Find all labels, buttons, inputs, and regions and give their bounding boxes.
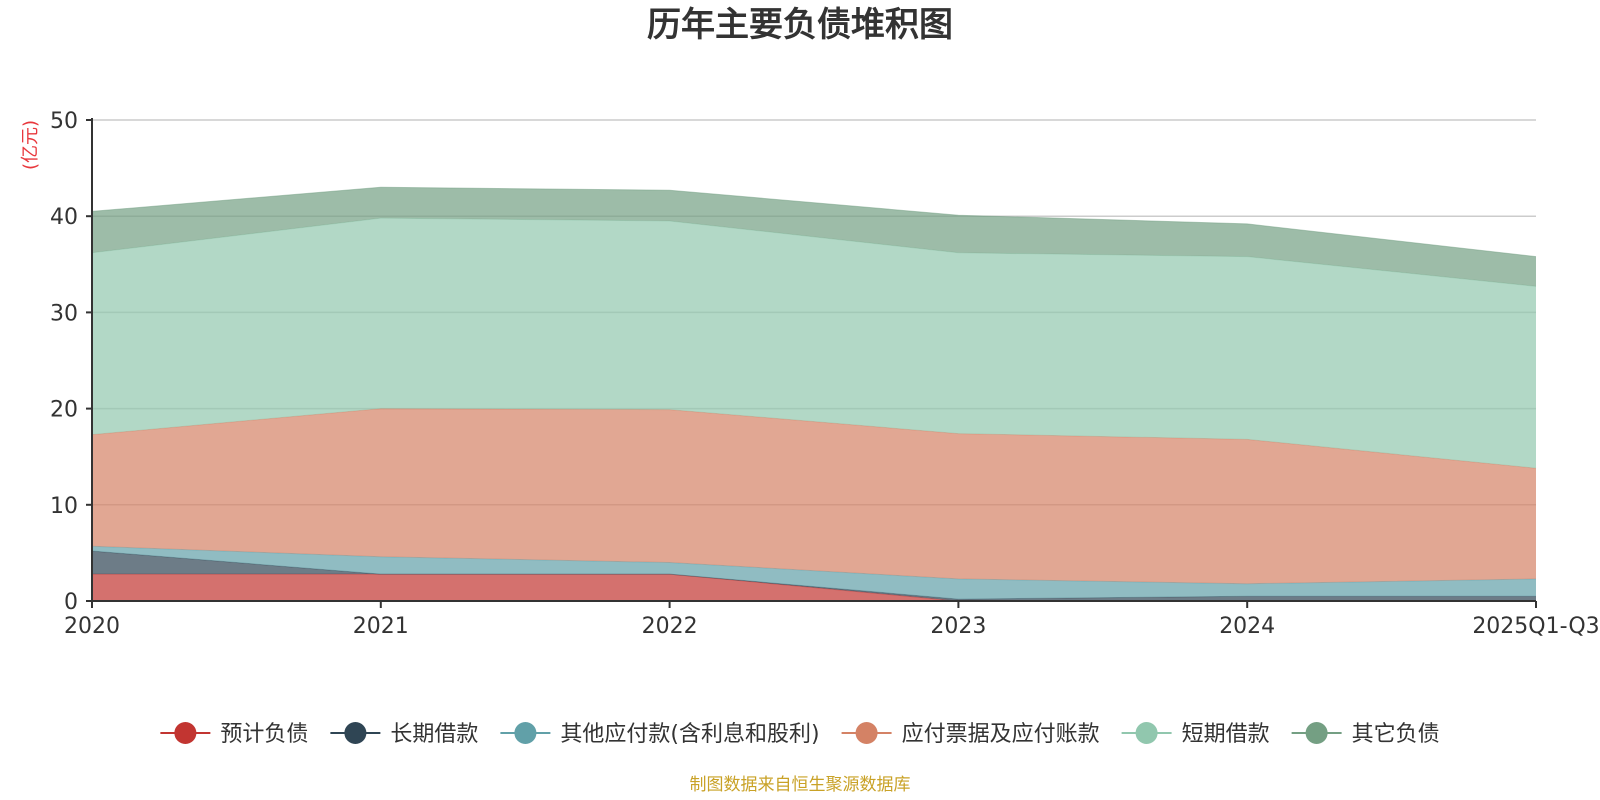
y-axis-unit-label: (亿元) <box>20 120 41 170</box>
legend-item-3[interactable]: 应付票据及应付账款 <box>841 722 1100 747</box>
legend-label: 长期借款 <box>390 722 478 747</box>
x-tick-label: 2023 <box>930 614 986 639</box>
legend-label: 其他应付款(含利息和股利) <box>560 722 819 747</box>
y-tick-label: 10 <box>50 494 78 519</box>
legend-label: 短期借款 <box>1182 722 1270 747</box>
x-tick-label: 2024 <box>1219 614 1275 639</box>
x-tick-label: 2021 <box>353 614 409 639</box>
y-tick-label: 30 <box>50 301 78 326</box>
legend-item-4[interactable]: 短期借款 <box>1121 722 1270 747</box>
legend-item-1[interactable]: 长期借款 <box>330 722 478 747</box>
legend-circle-icon <box>174 722 197 744</box>
legend-label: 其它负债 <box>1352 722 1440 747</box>
legend-item-5[interactable]: 其它负债 <box>1291 722 1440 747</box>
legend-circle-icon <box>344 722 367 744</box>
y-tick-label: 50 <box>50 109 78 134</box>
series-area-2 <box>92 546 1536 600</box>
data-source-note: 制图数据来自恒生聚源数据库 <box>690 775 911 795</box>
legend: 预计负债 长期借款 其他应付款(含利息和股利) 应付票据及应付账款 短期借款 其它负债 <box>160 722 1440 747</box>
x-tick-label: 2020 <box>64 614 120 639</box>
x-tick-label: 2025Q1-Q3 <box>1472 614 1599 639</box>
legend-label: 预计负债 <box>220 722 308 747</box>
y-tick-label: 0 <box>64 590 78 615</box>
legend-label: 应付票据及应付账款 <box>902 722 1100 747</box>
x-tick-label: 2022 <box>642 614 698 639</box>
legend-circle-icon <box>1135 722 1158 744</box>
legend-item-2[interactable]: 其他应付款(含利息和股利) <box>500 722 820 747</box>
axes: 0 10 20 30 40 50 2020 2021 2022 2023 2024 2025Q1-Q3 <box>50 109 1600 639</box>
y-tick-label: 40 <box>50 205 78 230</box>
legend-item-0[interactable]: 预计负债 <box>160 722 308 747</box>
series-line-5 <box>91 186 1537 258</box>
legend-circle-icon <box>514 722 537 744</box>
y-tick-label: 20 <box>50 398 78 423</box>
legend-circle-icon <box>1305 722 1328 744</box>
series-area-3 <box>92 408 1536 584</box>
series-areas <box>91 186 1537 602</box>
series-area-5 <box>92 187 1536 287</box>
chart-title: 历年主要负债堆积图 <box>647 5 953 45</box>
legend-circle-icon <box>855 722 878 744</box>
series-area-4 <box>92 218 1536 469</box>
